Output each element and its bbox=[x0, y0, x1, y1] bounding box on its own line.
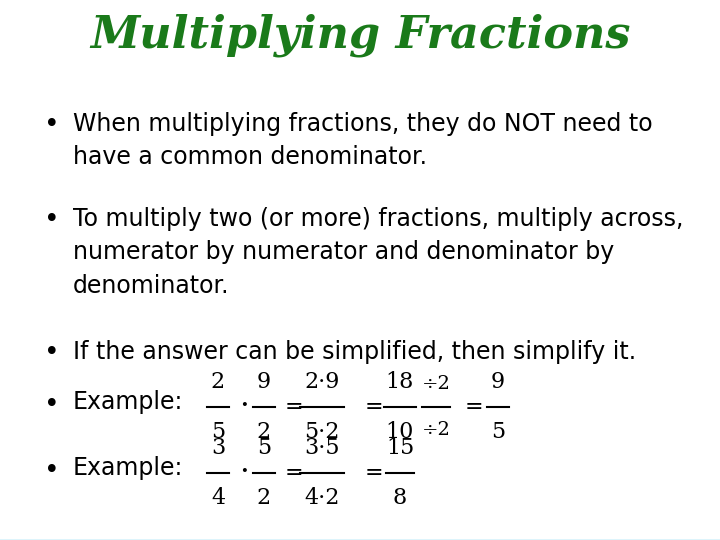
Text: 2·9: 2·9 bbox=[305, 371, 340, 393]
Text: To multiply two (or more) fractions, multiply across,
numerator by numerator and: To multiply two (or more) fractions, mul… bbox=[73, 207, 683, 298]
Text: When multiplying fractions, they do NOT need to
have a common denominator.: When multiplying fractions, they do NOT … bbox=[73, 112, 652, 170]
Text: 5·2: 5·2 bbox=[305, 421, 340, 443]
Text: •: • bbox=[44, 112, 60, 138]
Text: 4: 4 bbox=[211, 487, 225, 509]
Text: 5: 5 bbox=[257, 437, 271, 459]
Text: =: = bbox=[464, 396, 483, 418]
Text: ·: · bbox=[239, 392, 249, 422]
Text: 5: 5 bbox=[491, 421, 505, 443]
Text: =: = bbox=[284, 462, 303, 484]
Text: •: • bbox=[44, 392, 60, 418]
Text: =: = bbox=[365, 396, 383, 418]
Text: 18: 18 bbox=[386, 371, 414, 393]
Text: 3: 3 bbox=[211, 437, 225, 459]
Text: •: • bbox=[44, 207, 60, 233]
Text: 2: 2 bbox=[211, 371, 225, 393]
Text: 2: 2 bbox=[257, 487, 271, 509]
Text: Multiplying Fractions: Multiplying Fractions bbox=[90, 14, 630, 57]
Text: 3·5: 3·5 bbox=[305, 437, 340, 459]
Text: 8: 8 bbox=[393, 487, 407, 509]
Text: •: • bbox=[44, 340, 60, 366]
Text: •: • bbox=[44, 458, 60, 484]
Text: ·: · bbox=[239, 457, 249, 489]
Text: ÷2: ÷2 bbox=[422, 375, 451, 393]
Text: Example:: Example: bbox=[73, 456, 184, 480]
Text: 10: 10 bbox=[386, 421, 414, 443]
Text: =: = bbox=[365, 462, 383, 484]
Text: =: = bbox=[284, 396, 303, 418]
Text: Example:: Example: bbox=[73, 390, 184, 414]
Text: ÷2: ÷2 bbox=[422, 421, 451, 439]
Text: 9: 9 bbox=[257, 371, 271, 393]
Text: 9: 9 bbox=[491, 371, 505, 393]
Text: 5: 5 bbox=[211, 421, 225, 443]
Text: 2: 2 bbox=[257, 421, 271, 443]
Text: 4·2: 4·2 bbox=[305, 487, 340, 509]
Text: If the answer can be simplified, then simplify it.: If the answer can be simplified, then si… bbox=[73, 340, 636, 364]
Text: 15: 15 bbox=[386, 437, 414, 459]
